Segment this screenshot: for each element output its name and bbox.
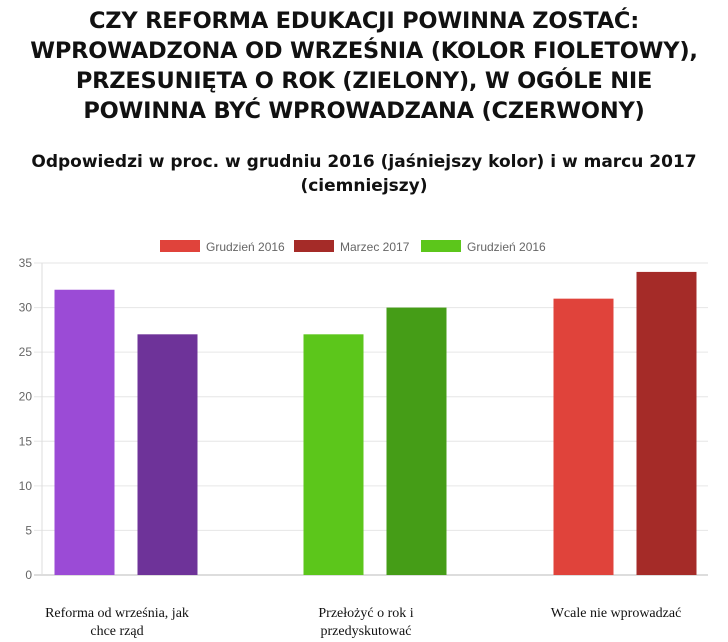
legend-label: Grudzień 2016	[467, 240, 546, 254]
legend-label: Marzec 2017	[340, 240, 410, 254]
y-tick-label: 20	[19, 390, 33, 404]
bar	[553, 298, 614, 575]
title-line: POWINNA BYĆ WPROWADZANA (CZERWONY)	[83, 98, 645, 124]
x-category-label: Reforma od września, jak	[45, 606, 189, 621]
y-tick-label: 10	[19, 479, 33, 493]
bar	[636, 271, 697, 575]
y-tick-label: 30	[19, 301, 33, 315]
bar	[303, 334, 364, 575]
x-category-label: Wcale nie wprowadzać	[551, 606, 682, 621]
chart-subtitle: Odpowiedzi w proc. w grudniu 2016 (jaśni…	[0, 150, 728, 198]
y-tick-label: 15	[19, 434, 33, 448]
legend-swatch	[294, 240, 334, 252]
x-category-label: chce rząd	[90, 624, 143, 639]
bar-chart: 0 5 10 15 20 25 30 35 Reforma od września, jak ch…	[19, 240, 708, 639]
legend-swatch	[160, 240, 200, 252]
x-category-label: przedyskutować	[321, 624, 412, 639]
y-tick-label: 5	[25, 523, 32, 537]
title-line: WPROWADZONA OD WRZEŚNIA (KOLOR FIOLETOWY…	[30, 38, 698, 64]
subtitle-line: Odpowiedzi w proc. w grudniu 2016 (jaśni…	[31, 152, 697, 172]
y-tick-label: 35	[19, 256, 33, 270]
legend-label: Grudzień 2016	[206, 240, 285, 254]
bar	[54, 289, 115, 575]
subtitle-line: (ciemniejszy)	[300, 176, 428, 196]
legend-swatch	[421, 240, 461, 252]
y-tick-label: 25	[19, 345, 33, 359]
bar	[386, 307, 447, 575]
title-line: CZY REFORMA EDUKACJI POWINNA ZOSTAĆ:	[88, 8, 640, 34]
x-category-label: Przełożyć o rok i	[318, 606, 413, 621]
bar	[137, 334, 198, 575]
chart-title: CZY REFORMA EDUKACJI POWINNA ZOSTAĆ: WPR…	[0, 6, 728, 126]
y-tick-label: 0	[25, 568, 32, 582]
title-line: PRZESUNIĘTA O ROK (ZIELONY), W OGÓLE NIE	[75, 68, 653, 94]
